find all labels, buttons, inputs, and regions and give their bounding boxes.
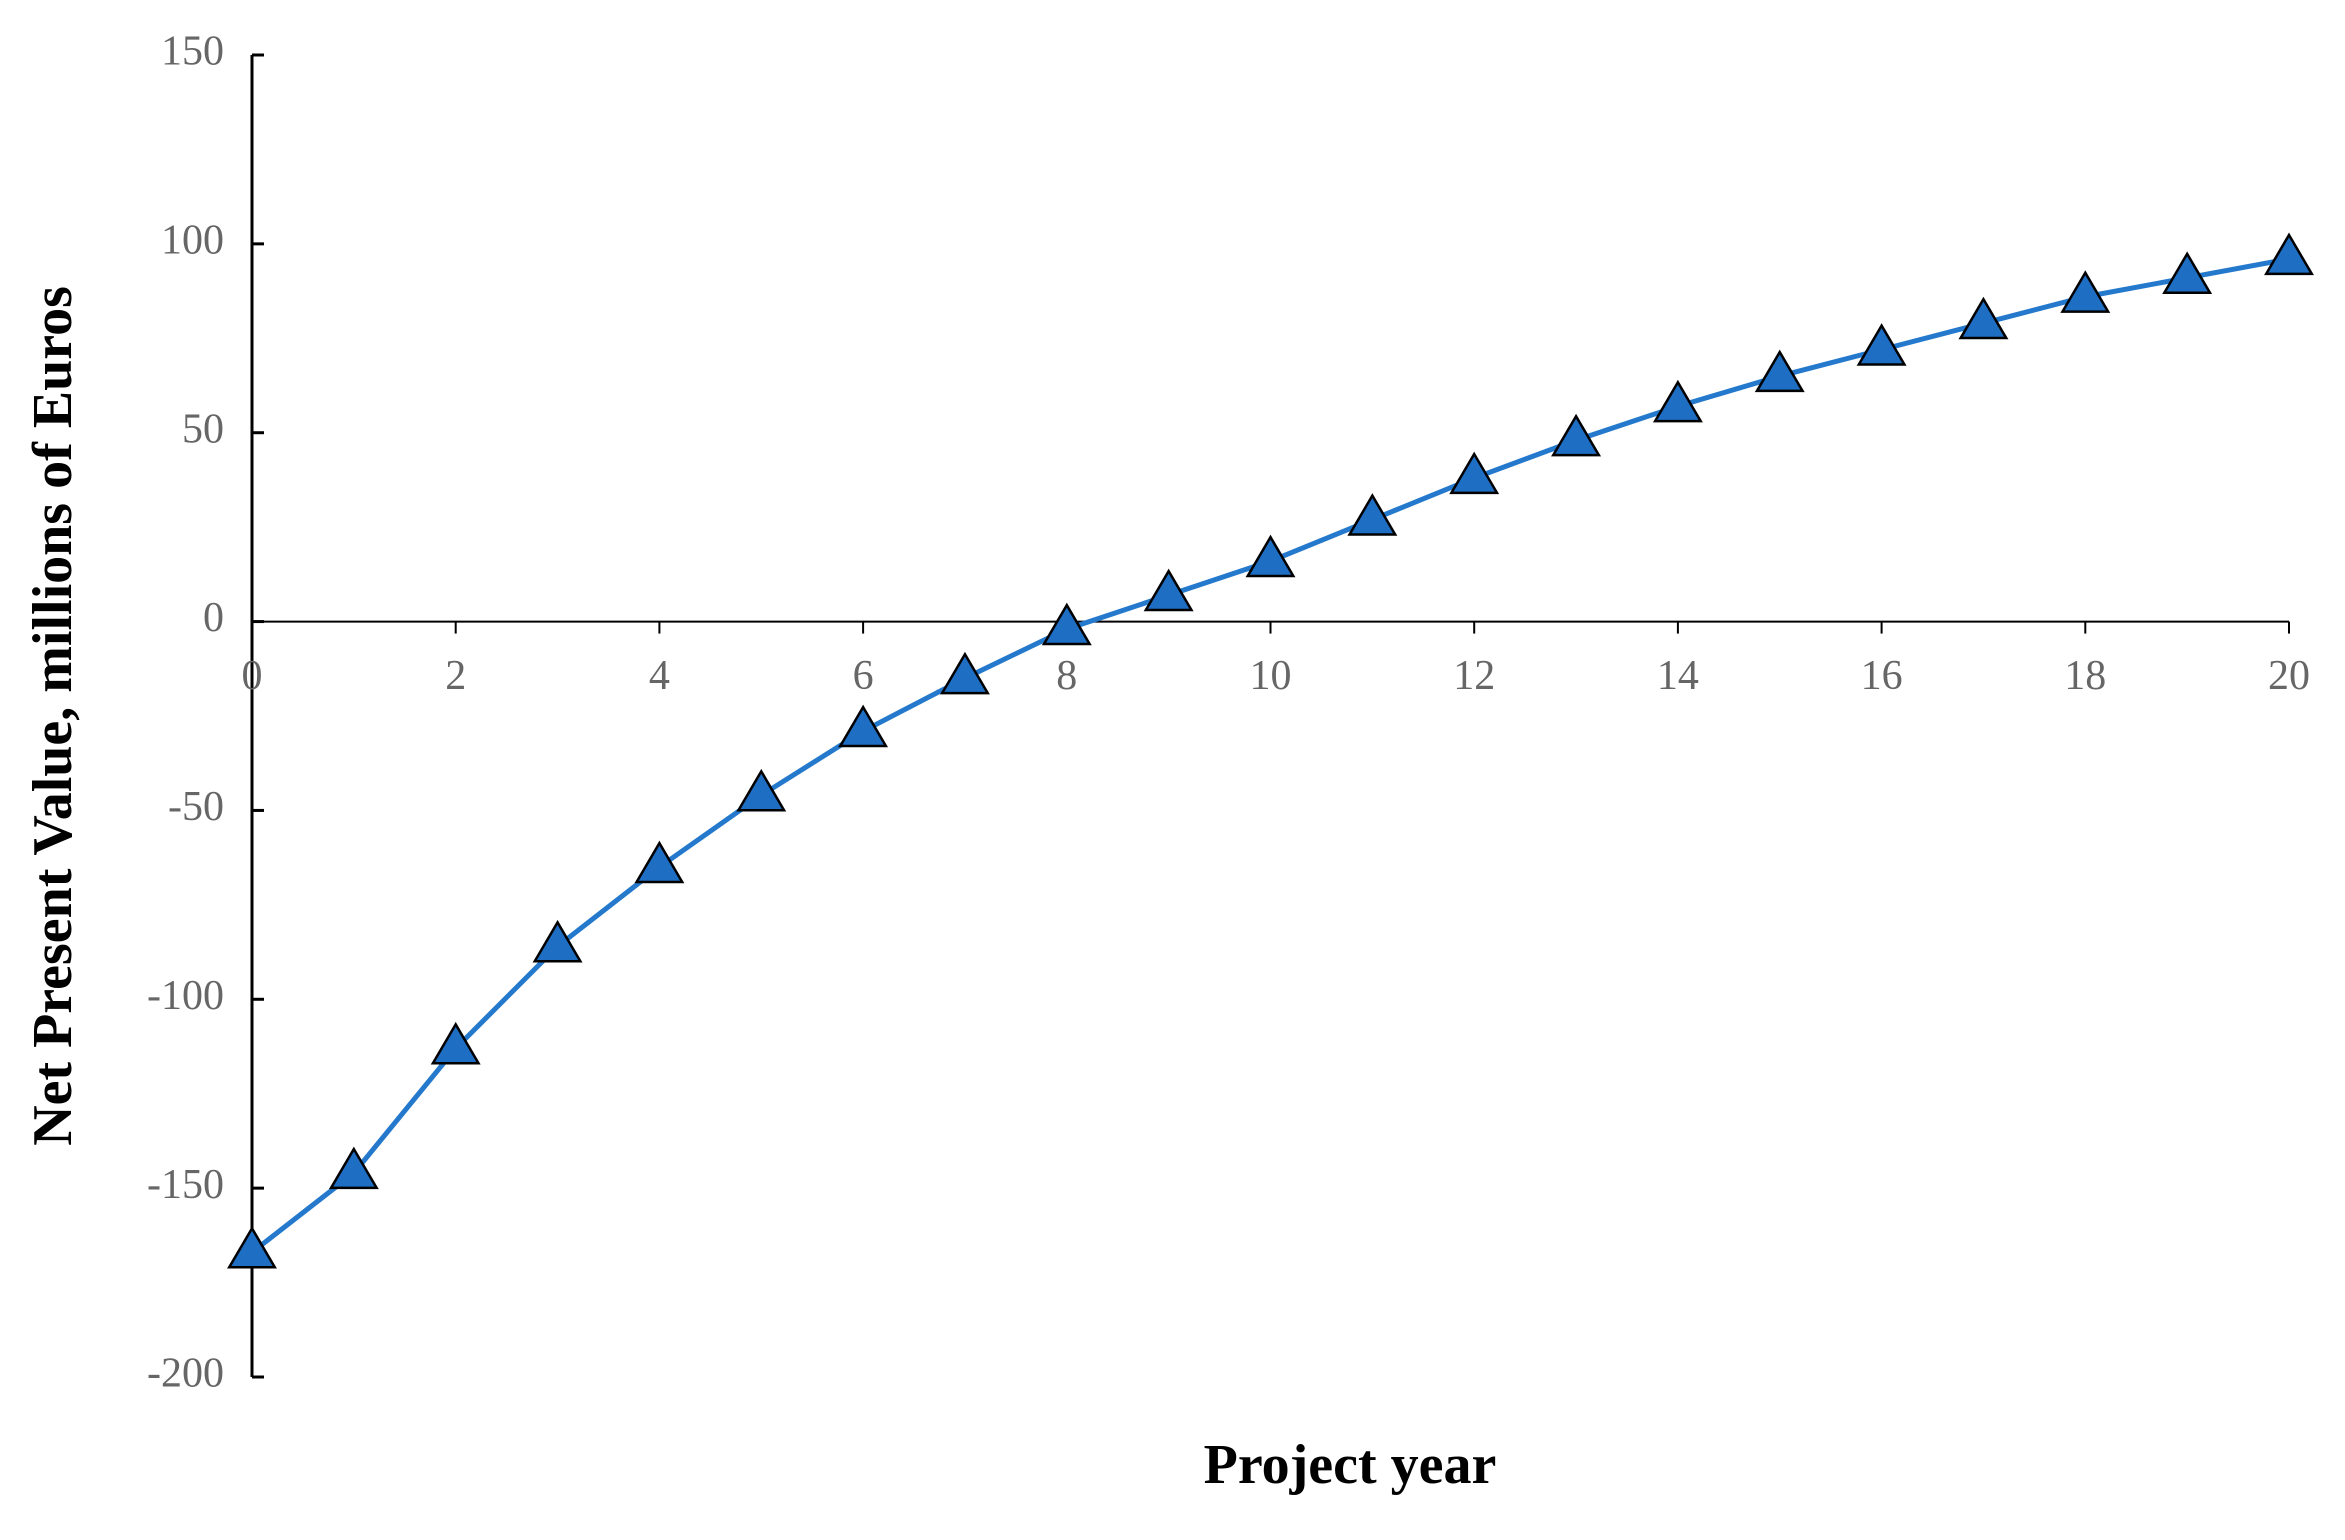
y-tick-label: 0 [203,595,224,641]
triangle-marker [1143,568,1194,612]
triangle-marker [227,1225,277,1269]
y-tick-label: 50 [182,406,224,452]
triangle-marker [1449,451,1500,495]
triangle-marker [1347,493,1398,536]
x-axis-title: Project year [1204,1434,1497,1496]
triangle-marker [838,704,889,748]
triangle-marker [532,919,583,963]
x-tick-label: 16 [1861,653,1903,699]
triangle-marker [2162,251,2213,294]
y-tick-label: -150 [147,1162,224,1208]
y-tick-label: -200 [147,1351,224,1397]
y-axis-title: Net Present Value, millions of Euros [22,286,84,1146]
y-tick-label: -50 [168,784,224,830]
triangle-marker [1551,413,1602,457]
triangle-marker [939,651,990,695]
triangle-marker [1958,296,2009,340]
triangle-marker [2060,270,2111,313]
x-tick-label: 18 [2064,653,2106,699]
triangle-marker [1245,534,1296,578]
x-tick-label: 0 [242,653,263,699]
x-tick-label: 12 [1453,653,1495,699]
triangle-marker [1652,379,1703,423]
triangle-marker [430,1021,481,1065]
triangle-marker [1856,323,1907,366]
x-tick-label: 4 [649,653,670,699]
triangle-marker [634,840,685,884]
y-tick-label: 150 [161,29,224,75]
x-tick-label: 10 [1250,653,1292,699]
series-line [250,256,2290,1255]
triangle-marker [1754,349,1805,393]
x-tick-label: 8 [1056,653,1077,699]
x-tick-label: 2 [445,653,466,699]
x-tick-label: 20 [2268,653,2310,699]
triangle-marker [328,1146,379,1190]
y-tick-label: 100 [161,217,224,263]
x-tick-label: 14 [1657,653,1699,699]
triangle-marker [736,768,787,812]
y-tick-label: -100 [147,973,224,1019]
x-tick-label: 6 [853,653,874,699]
triangle-marker [2264,232,2314,276]
triangle-marker [1041,602,1092,646]
